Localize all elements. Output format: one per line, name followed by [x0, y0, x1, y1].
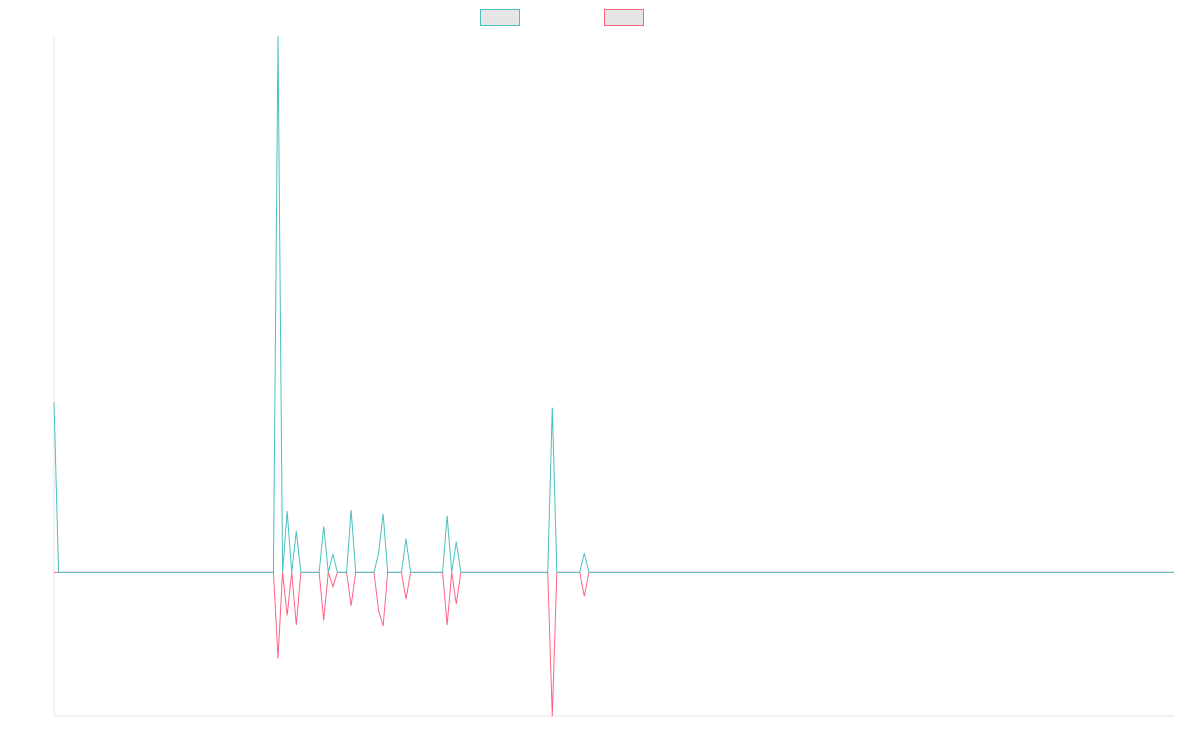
series-line-2: [54, 571, 1174, 717]
series-line-1: [53, 35, 1174, 573]
legend-swatch-series-2[interactable]: [604, 9, 644, 26]
legend-swatch-series-1[interactable]: [480, 9, 520, 26]
series-layer: [53, 35, 1174, 717]
